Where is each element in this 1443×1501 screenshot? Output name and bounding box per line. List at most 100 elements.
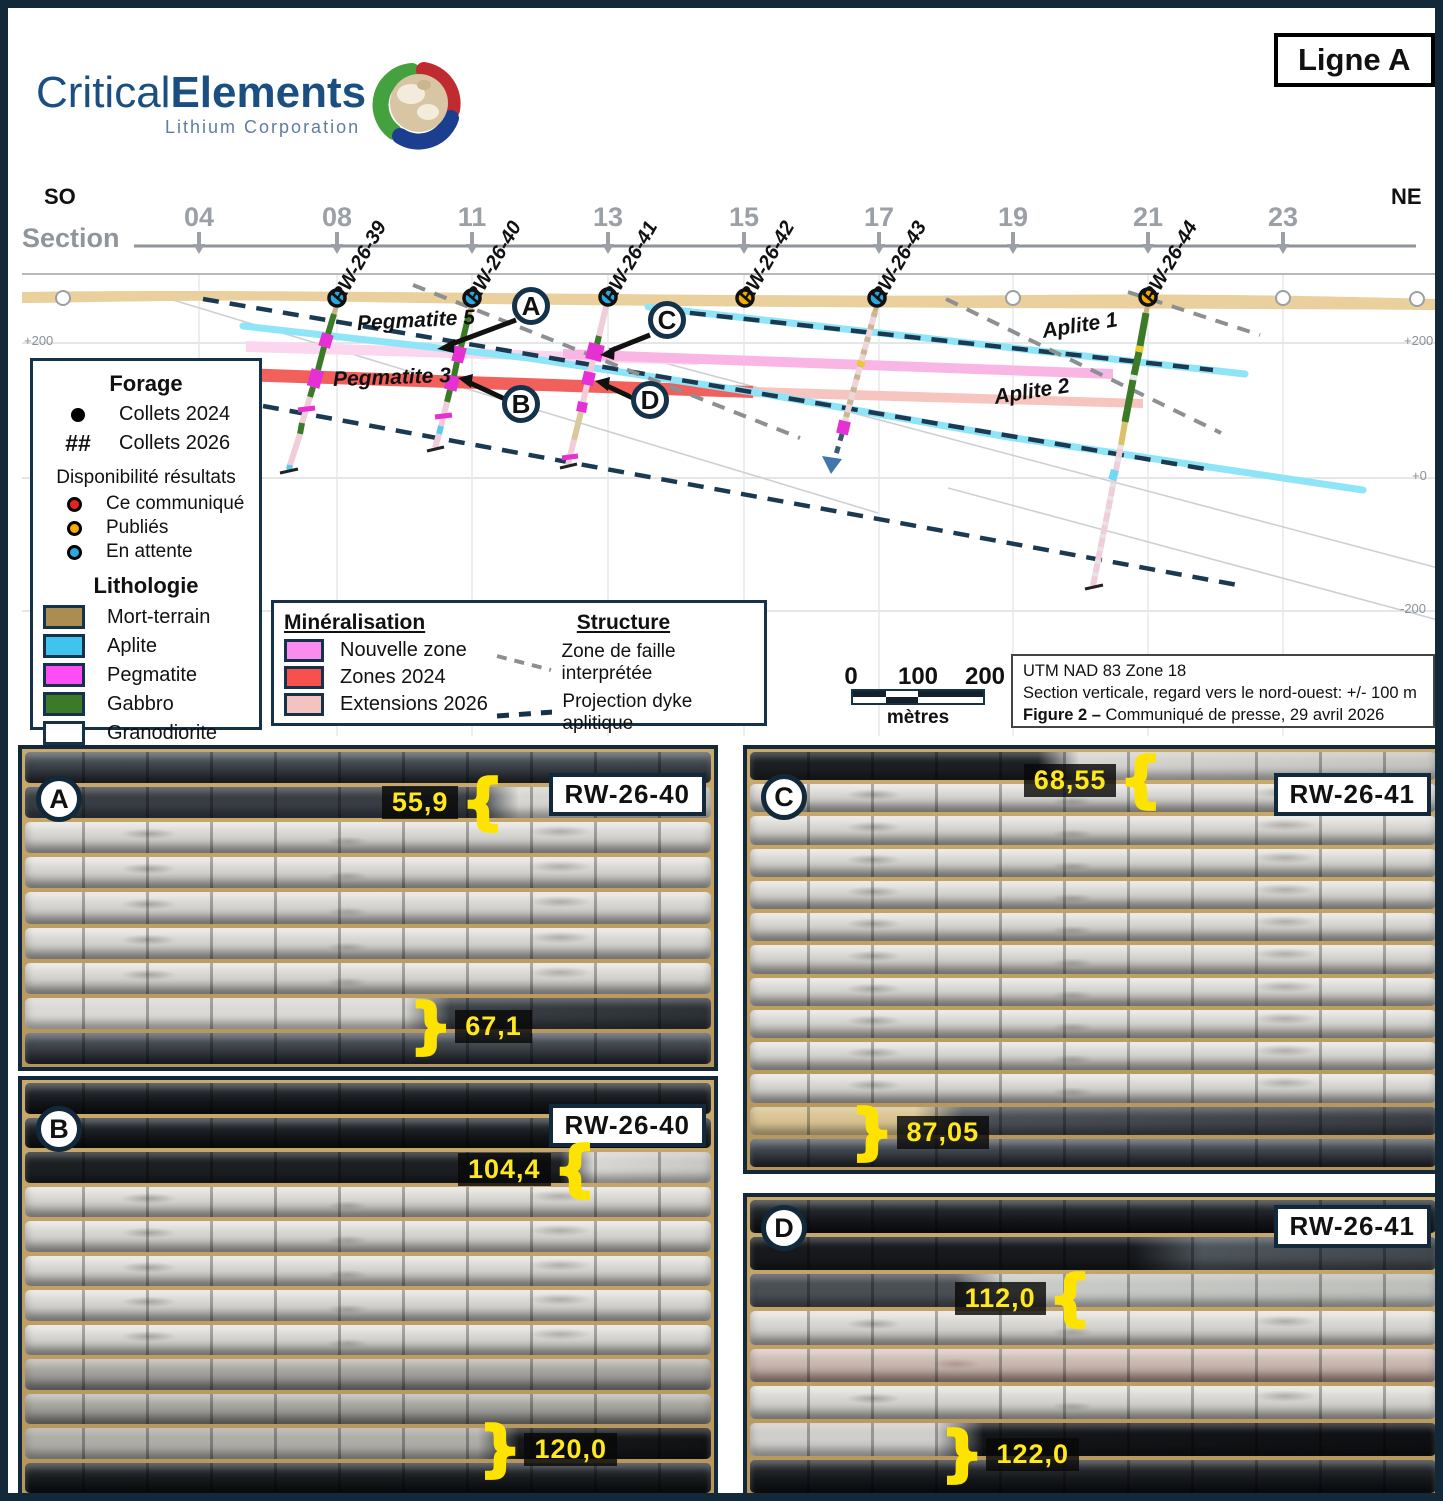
info-line-figure: Figure 2 – Communiqué de presse, 29 avri… bbox=[1023, 705, 1385, 724]
globe-icon bbox=[372, 62, 461, 150]
panel-letter-badge: B bbox=[36, 1106, 82, 1152]
drill-trace-rw-26-39 bbox=[279, 303, 340, 475]
core-row bbox=[25, 962, 711, 994]
legend-structure-title: Structure bbox=[576, 611, 671, 634]
legend-mineralisation-title: Minéralisation bbox=[284, 611, 426, 634]
core-row bbox=[750, 1311, 1435, 1345]
core-row bbox=[750, 1385, 1435, 1419]
core-photo-panel-d: D RW-26-41 112,0{ } 122,0 bbox=[743, 1193, 1435, 1493]
aplite-dyke-projections bbox=[202, 296, 1244, 589]
figure-info-box: UTM NAD 83 Zone 18 Section verticale, re… bbox=[1011, 654, 1435, 728]
fault-line-sample-icon bbox=[496, 654, 552, 672]
panel-letter-badge: D bbox=[761, 1205, 807, 1251]
interval-brace-icon: } bbox=[477, 1414, 522, 1484]
dyke-projection-sample-icon bbox=[496, 709, 553, 719]
scale-bar: 0 100 200 mètres bbox=[841, 663, 1005, 729]
depth-marker-start: 112,0{ bbox=[954, 1263, 1093, 1333]
core-row bbox=[25, 892, 711, 924]
elevation-label: +200 bbox=[1404, 333, 1434, 348]
hole-id-label: RW-26-41 bbox=[1273, 773, 1431, 816]
core-row bbox=[25, 997, 711, 1029]
swatch-granodiorite bbox=[43, 721, 85, 745]
legend-forage: Forage Collets 2024 ## Collets 2026 Dispo… bbox=[30, 358, 262, 745]
legend-item-label: Zones 2024 bbox=[340, 666, 446, 688]
section-tick: 23 bbox=[1267, 202, 1299, 232]
depth-marker-start: 55,9{ bbox=[381, 767, 505, 837]
section-ruler-label: Section bbox=[22, 223, 120, 253]
core-row bbox=[25, 1462, 711, 1493]
core-row bbox=[750, 945, 1435, 974]
core-row bbox=[750, 1074, 1435, 1103]
depth-marker-end: } 67,1 bbox=[408, 991, 532, 1061]
drill-trace-rw-26-43 bbox=[822, 303, 880, 474]
core-photo-panel-c: C RW-26-41 68,55{ } 87,05 bbox=[743, 745, 1435, 1174]
core-row bbox=[25, 822, 711, 854]
legend-item-label: Collets 2024 bbox=[119, 403, 231, 425]
swatch-mort-terrain bbox=[43, 605, 85, 629]
interval-brace-icon: { bbox=[552, 1134, 597, 1204]
core-row bbox=[25, 752, 711, 784]
status-dot-published bbox=[67, 520, 82, 536]
section-tick: 04 bbox=[183, 202, 215, 232]
callout-b: B bbox=[502, 385, 540, 423]
core-row bbox=[25, 1221, 711, 1252]
depth-marker-end: } 120,0 bbox=[477, 1414, 618, 1484]
core-row bbox=[750, 1422, 1435, 1457]
drill-collars bbox=[327, 287, 1158, 308]
core-row bbox=[750, 880, 1435, 910]
legend-item-label: En attente bbox=[106, 541, 193, 562]
core-row bbox=[25, 857, 711, 889]
legend-availability-title: Disponibilité résultats bbox=[56, 467, 236, 488]
swatch-gabbro bbox=[43, 692, 85, 716]
interval-brace-icon: } bbox=[850, 1097, 895, 1167]
section-tick: 08 bbox=[321, 202, 353, 232]
swatch-nouvelle-zone bbox=[284, 639, 324, 662]
figure-title-box: Ligne A bbox=[1274, 33, 1435, 87]
swatch-extensions-2026 bbox=[284, 693, 324, 716]
interval-brace-icon: } bbox=[408, 991, 453, 1061]
section-ruler-line bbox=[22, 244, 1435, 275]
company-logo: CriticalElements Lithium Corporation bbox=[36, 52, 470, 156]
legend-mineralisation-structure: Minéralisation Nouvelle zone Zones 2024 … bbox=[271, 600, 767, 734]
legend-item-label: Projection dyke aplitique bbox=[562, 691, 693, 734]
core-row bbox=[25, 1032, 711, 1065]
collar-2026-icon: ## bbox=[65, 430, 91, 456]
core-row bbox=[25, 1290, 711, 1321]
legend-item-label: Ce communiqué bbox=[106, 493, 245, 514]
overburden-band bbox=[22, 291, 1435, 310]
depth-marker-end: } 87,05 bbox=[850, 1097, 990, 1167]
core-row bbox=[750, 1348, 1435, 1382]
section-tick: 19 bbox=[997, 202, 1029, 232]
legend-structure: Structure Zone de faille interprétée Pro… bbox=[493, 611, 754, 734]
logo-wordmark: CriticalElements bbox=[36, 67, 367, 117]
elevation-label: +200 bbox=[24, 333, 54, 348]
phantom-collars bbox=[55, 290, 1425, 307]
scale-tick: 0 bbox=[844, 663, 858, 690]
interval-brace-icon: { bbox=[460, 767, 505, 837]
legend-item-label: Granodiorite bbox=[107, 721, 218, 744]
depth-marker-end: } 122,0 bbox=[940, 1423, 1080, 1485]
core-row bbox=[25, 927, 711, 959]
section-tick: 11 bbox=[457, 202, 487, 232]
section-tick: 17 bbox=[863, 202, 895, 232]
interval-brace-icon: { bbox=[1047, 1263, 1092, 1333]
core-row bbox=[25, 1255, 711, 1286]
zones-2024-band bbox=[238, 368, 753, 398]
interval-brace-icon: { bbox=[1118, 745, 1163, 815]
scale-tick: 200 bbox=[964, 663, 1006, 690]
legend-item-label: Collets 2026 bbox=[119, 432, 231, 454]
hole-id-label: RW-26-40 bbox=[548, 1104, 706, 1147]
callout-arrows bbox=[437, 317, 651, 402]
orientation-sw: SO bbox=[44, 184, 76, 209]
core-row bbox=[750, 1459, 1435, 1493]
legend-item-label: Mort-terrain bbox=[107, 605, 211, 628]
section-tick: 13 bbox=[592, 202, 624, 232]
legend-forage-title: Forage bbox=[109, 371, 183, 396]
callout-d: D bbox=[631, 381, 669, 419]
core-row bbox=[750, 848, 1435, 878]
section-tick: 21 bbox=[1132, 202, 1164, 232]
core-row bbox=[25, 1152, 711, 1183]
scale-unit: mètres bbox=[886, 707, 950, 728]
depth-marker-start: 68,55{ bbox=[1023, 745, 1163, 815]
